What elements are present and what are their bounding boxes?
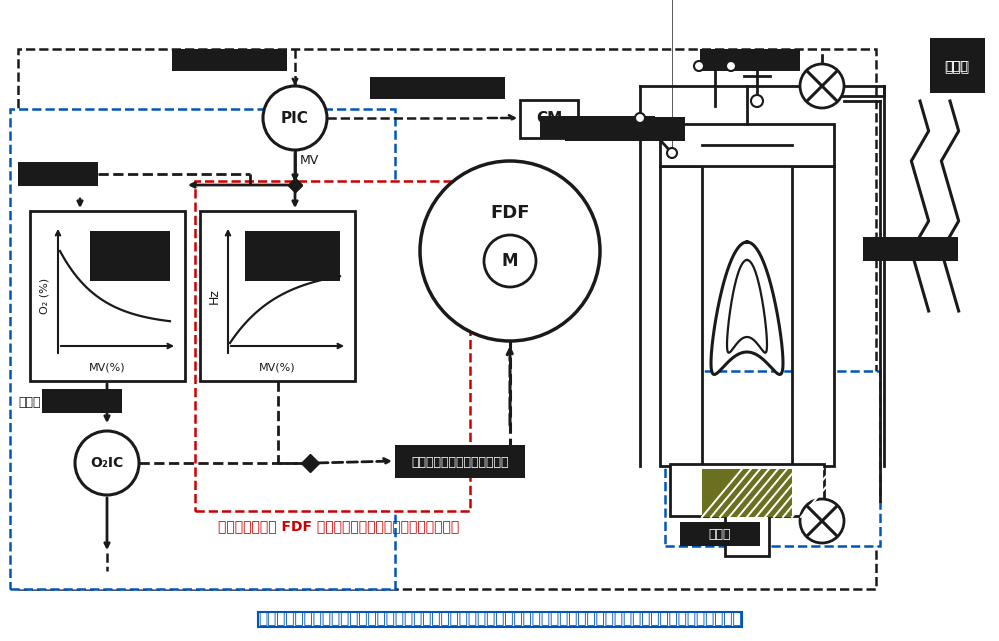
Text: MV(%): MV(%): [89, 362, 126, 372]
Bar: [18, 162, 98, 186]
Text: O₂IC: O₂IC: [90, 456, 124, 470]
Text: PIC: PIC: [281, 110, 309, 126]
Text: ลดการสูญเสียความร้อนด้วยการควบคุมออกซิเจนในก๊าซไอเสีย: ลดการสูญเสียความร้อนด้วยการควบคุมออกซิเจ…: [258, 612, 742, 626]
Text: น้ำ: น้ำ: [944, 60, 970, 74]
Text: FDF: FDF: [491, 204, 529, 222]
Circle shape: [75, 431, 139, 495]
Bar: [370, 77, 505, 99]
Circle shape: [635, 113, 645, 123]
Bar: [195, 181, 470, 511]
Circle shape: [800, 499, 844, 543]
Text: อินเวอร์เตอร์: อินเวอร์เตอร์: [412, 456, 508, 469]
Bar: [565, 117, 685, 141]
Bar: [395, 445, 525, 478]
Bar: [540, 116, 655, 138]
Bar: [200, 211, 355, 381]
Bar: [792, 166, 834, 466]
Bar: [90, 231, 170, 281]
Bar: [665, 371, 880, 546]
Circle shape: [484, 235, 536, 287]
Circle shape: [263, 86, 327, 150]
Text: O₂ (%): O₂ (%): [39, 278, 49, 314]
Circle shape: [420, 161, 600, 341]
Bar: [670, 464, 824, 516]
Text: การ: การ: [18, 397, 41, 410]
Bar: [660, 124, 834, 166]
Text: น้ำ: น้ำ: [708, 528, 731, 540]
Circle shape: [694, 61, 704, 71]
Bar: [680, 522, 760, 546]
Text: Hz: Hz: [208, 288, 221, 304]
Bar: [700, 49, 800, 71]
Circle shape: [667, 148, 677, 158]
Bar: [10, 109, 395, 589]
Bar: [42, 389, 122, 413]
Text: M: M: [501, 252, 518, 270]
Bar: [930, 41, 985, 93]
Polygon shape: [711, 242, 783, 374]
Bar: [172, 49, 287, 71]
Circle shape: [800, 64, 844, 108]
Circle shape: [751, 95, 763, 107]
Text: CM: CM: [535, 110, 562, 126]
Bar: [245, 231, 340, 281]
Text: ลดกำลัง FDF ด้วยอินเวอร์เตอร์: ลดกำลัง FDF ด้วยอินเวอร์เตอร์: [218, 519, 460, 533]
Bar: [520, 100, 578, 138]
Circle shape: [726, 61, 736, 71]
Bar: [18, 49, 876, 589]
Bar: [930, 38, 985, 93]
Text: MV: MV: [300, 153, 320, 167]
Bar: [725, 514, 769, 556]
Text: MV(%): MV(%): [259, 362, 296, 372]
Bar: [702, 469, 792, 517]
Bar: [660, 166, 702, 466]
Bar: [30, 211, 185, 381]
Text: น้ำ: น้ำ: [946, 60, 968, 72]
Bar: [863, 237, 958, 261]
